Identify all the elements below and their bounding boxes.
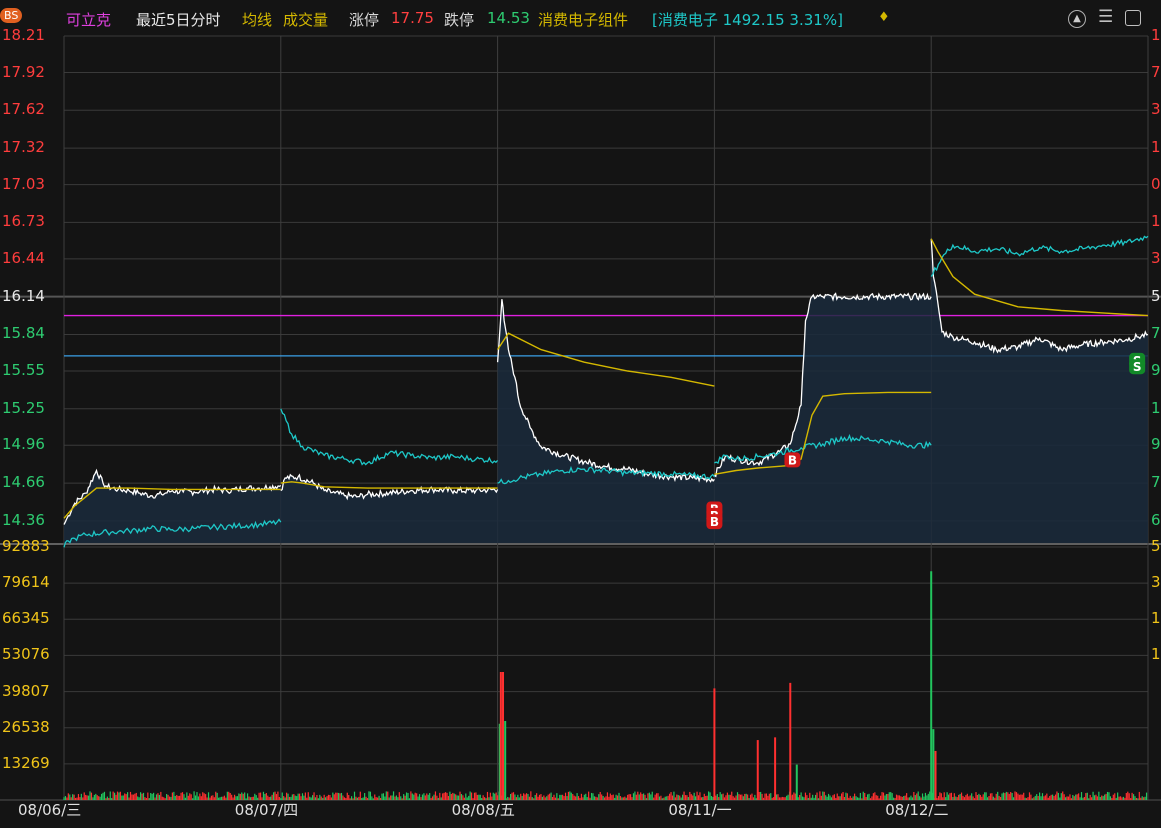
price-tick-label: 16.73 [2,212,45,231]
volume-tick-label: 39807 [2,681,50,700]
right-tick-label: 7 [1151,473,1161,492]
price-tick-label: 15.25 [2,398,45,417]
price-line-day-5 [930,238,1149,354]
price-tick-label: 17.03 [2,174,45,193]
volume-tick-label: 13269 [2,753,50,772]
marker-bg [1129,359,1146,375]
avg-line-day-5 [930,238,1149,317]
right-tick-label: 9 [1151,435,1161,454]
index-line-day-4 [714,433,932,465]
sell-marker: S [1129,359,1146,375]
buy-marker: B [784,452,801,468]
limit-up-label: 涨停 [349,11,380,29]
volume-label: 成交量 [283,11,329,29]
price-area-day-4 [714,293,932,543]
bell-icon[interactable]: ♦ [878,10,890,25]
price-tick-label: 14.36 [2,510,45,529]
marker-label: B [710,515,719,529]
date-tick-label: 08/07/四 [234,801,299,819]
right-tick-label: 7 [1151,324,1161,343]
limit-down-label: 跌停 [444,11,475,29]
right-tick-label: 3 [1151,248,1161,267]
marker-bg [784,452,801,468]
right-tick-label: 9 [1151,360,1161,379]
price-tick-label: 17.32 [2,138,45,157]
date-tick-label: 08/12/二 [885,801,949,819]
buy-marker: B [706,514,723,530]
right-tick-label: 1 [1151,398,1161,417]
index-line-day-1 [63,518,282,548]
right-tick-label: 1 [1151,26,1161,44]
price-area-day-3 [497,299,715,543]
right-tick-label: 6 [1151,510,1161,529]
marker-label: B [788,453,797,467]
avg-line-day-4 [714,391,932,475]
marker-bg [706,514,723,530]
right-tick-label: 1 [1151,138,1161,157]
bs-badge[interactable]: BS [0,8,23,23]
price-area-day-1 [64,470,281,543]
price-line-day-4 [714,292,932,478]
right-tick-label: 5 [1151,537,1161,555]
limit-up-value: 17.75 [391,9,434,27]
right-tick-label: 5 [1151,286,1161,305]
volume-tick-label: 79614 [2,573,50,592]
avg-line-day-2 [280,481,498,489]
price-tick-label: 14.66 [2,473,45,492]
index-line-day-5 [930,235,1149,277]
volume-tick-label: 53076 [2,645,50,664]
price-line-day-2 [280,473,499,501]
avg-line-day-3 [497,332,715,387]
right-tick-label: 1 [1151,212,1161,231]
price-tick-label: 15.84 [2,324,45,343]
avg-line-day-1 [63,487,281,519]
price-tick-label: 17.62 [2,100,45,119]
price-tick-label: 18.21 [2,26,45,44]
stock-name[interactable]: 可立克 [66,11,112,29]
marker-label: S [1133,360,1142,374]
upload-icon[interactable]: ▲ [1068,10,1086,28]
chart-header: BS 可立克 最近5日分时 均线 成交量 涨停 17.75 跌停 14.53 消… [0,0,1161,34]
period-label: 最近5日分时 [136,11,221,29]
menu-icon[interactable]: ☰ [1098,7,1114,27]
sector-label[interactable]: 消费电子组件 [538,11,629,29]
price-tick-label: 16.14 [2,286,45,305]
price-tick-label: 15.55 [2,360,45,379]
right-tick-label: 1 [1151,645,1161,664]
limit-down-value: 14.53 [487,9,530,27]
price-line-day-1 [63,468,282,525]
price-tick-label: 14.96 [2,435,45,454]
avg-line-label: 均线 [242,11,273,29]
index-line-day-3 [497,465,715,485]
date-tick-label: 08/08/五 [451,801,515,819]
date-tick-label: 08/11/一 [668,801,732,819]
right-tick-label: 1 [1151,609,1161,628]
right-tick-label: 7 [1151,62,1161,81]
price-line-day-3 [496,299,715,483]
price-area-day-5 [931,238,1148,544]
window-icon[interactable] [1125,10,1141,26]
index-line-day-2 [280,408,499,466]
right-tick-label: 3 [1151,573,1161,592]
volume-tick-label: 92883 [2,537,50,555]
volume-tick-label: 26538 [2,717,50,736]
right-tick-label: 3 [1151,100,1161,119]
volume-tick-label: 66345 [2,609,50,628]
price-tick-label: 16.44 [2,248,45,267]
price-tick-label: 17.92 [2,62,45,81]
date-tick-label: 08/06/三 [18,801,82,819]
right-tick-label: 0 [1151,174,1161,193]
index-text[interactable]: [消费电子 1492.15 3.31%] [652,11,843,29]
